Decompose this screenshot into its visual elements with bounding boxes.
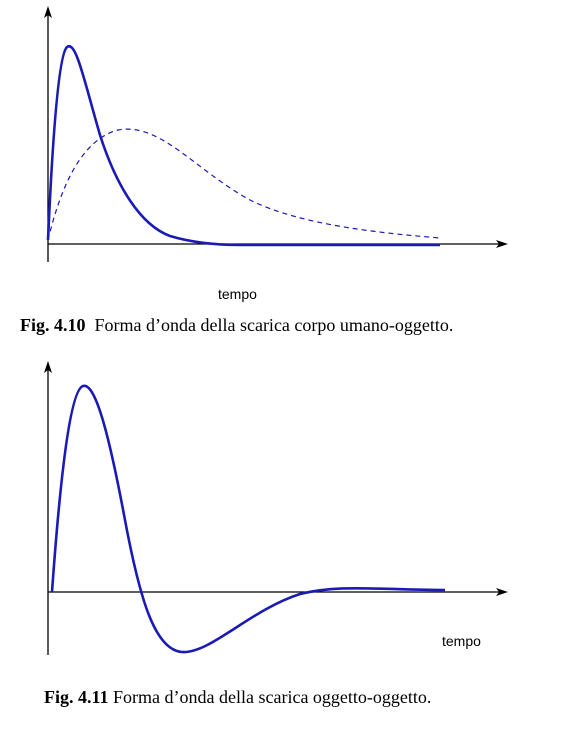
fig410-x-axis-arrow	[496, 240, 508, 248]
fig411-caption-number: Fig. 4.11	[44, 687, 109, 707]
fig410-caption: Fig. 4.10 Forma d’onda della scarica cor…	[20, 315, 453, 336]
fig410-solid-curve	[46, 44, 440, 247]
fig410-y-axis-arrow	[44, 6, 52, 18]
figure-4-10-chart	[44, 6, 508, 262]
fig410-caption-text: Forma d’onda della scarica corpo umano-o…	[94, 315, 454, 335]
fig410-x-axis-label: tempo	[218, 286, 257, 302]
fig411-caption-text: Forma d’onda della scarica oggetto-ogget…	[113, 687, 432, 707]
fig411-solid-curve	[50, 384, 446, 654]
fig411-caption: Fig. 4.11 Forma d’onda della scarica ogg…	[44, 687, 431, 708]
fig410-caption-number: Fig. 4.10	[20, 315, 86, 335]
fig411-y-axis-arrow	[44, 361, 52, 373]
fig411-x-axis-label: tempo	[442, 633, 481, 649]
fig411-x-axis-arrow	[496, 588, 508, 596]
